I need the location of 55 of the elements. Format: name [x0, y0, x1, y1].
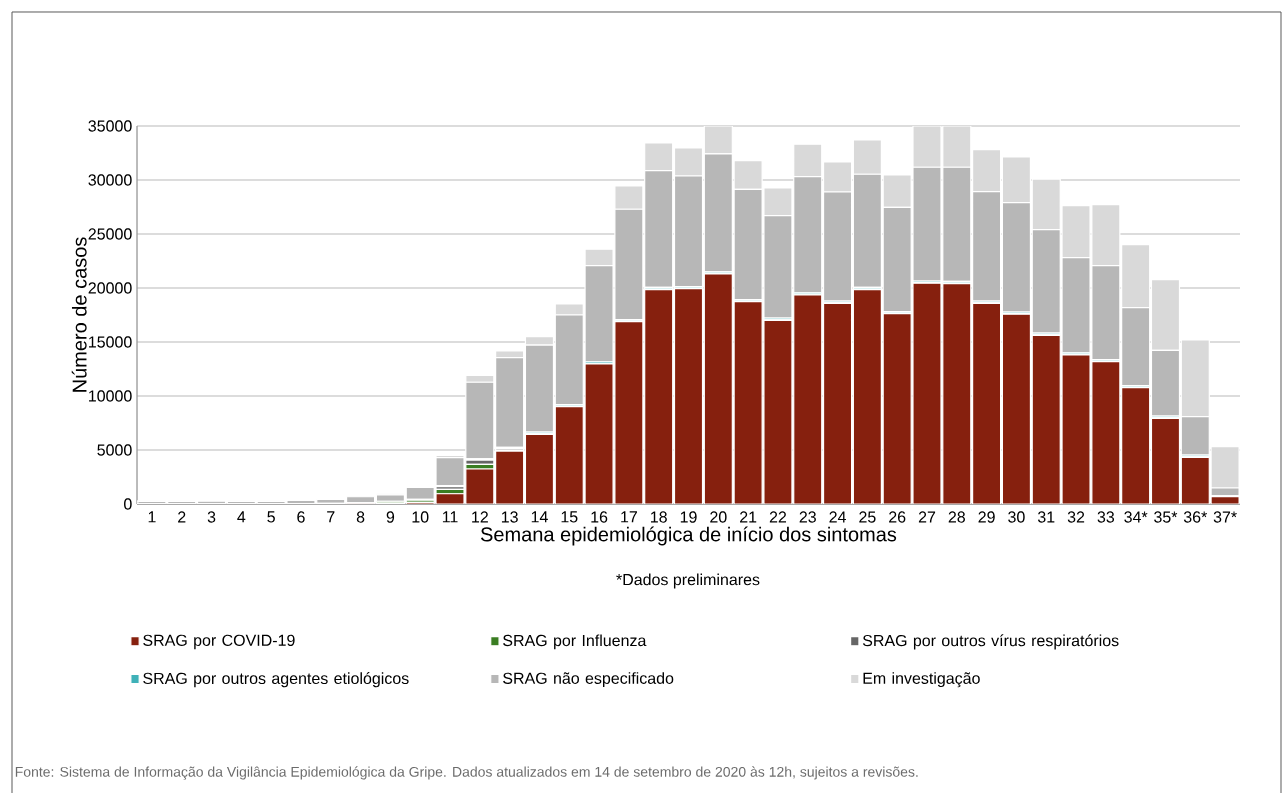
legend-label: SRAG por Influenza — [503, 634, 647, 650]
x-tick-label: 14 — [531, 511, 548, 523]
y-tick-label: 5000 — [97, 444, 132, 456]
x-axis-title: Semana epidemiológica de início dos sintomas — [480, 526, 897, 546]
x-tick-label: 16 — [591, 511, 608, 523]
x-tick-label: 33 — [1097, 511, 1115, 523]
x-tick-label: 22 — [769, 511, 787, 523]
x-tick-label: 6 — [297, 511, 305, 523]
y-tick-label: 10000 — [89, 390, 132, 402]
x-tick-label: 10 — [412, 511, 429, 523]
x-tick-label: 4 — [237, 511, 246, 523]
y-tick-label: 0 — [124, 498, 132, 510]
legend-label: SRAG não especificado — [503, 671, 674, 687]
x-tick-label: 5 — [267, 511, 275, 523]
x-tick-label: 7 — [327, 511, 335, 523]
x-tick-label: 15 — [561, 511, 578, 523]
legend-label: SRAG por COVID-19 — [143, 634, 295, 649]
x-tick-label: 18 — [651, 511, 667, 523]
x-tick-label: 35* — [1154, 511, 1178, 523]
x-tick-label: 31 — [1037, 511, 1055, 523]
x-tick-label: 11 — [442, 511, 458, 523]
x-tick-label: 1 — [148, 511, 156, 523]
y-tick-label: 30000 — [88, 174, 132, 186]
x-tick-label: 21 — [740, 511, 757, 523]
legend-label: Em investigação — [863, 671, 980, 687]
y-axis-title: Número de casos — [71, 237, 87, 392]
y-tick-label: 15000 — [89, 336, 132, 348]
legend-label: SRAG por outros agentes etiológicos — [143, 671, 409, 687]
x-tick-label: 37* — [1213, 511, 1237, 523]
x-tick-label: 28 — [948, 511, 965, 523]
x-tick-label: 12 — [472, 511, 488, 523]
x-tick-label: 19 — [680, 511, 697, 523]
x-tick-label: 30 — [1008, 511, 1025, 523]
x-tick-label: 17 — [621, 511, 637, 523]
x-tick-label: 13 — [501, 511, 518, 523]
x-tick-label: 34* — [1124, 511, 1148, 523]
x-tick-label: 9 — [386, 511, 395, 523]
source-note: Fonte: Sistema de Informação da Vigilância Epidemiológica da Gripe. Dados atualizados em 14 de setembro de 2020 às 12h, sujeitos a revisões. — [15, 766, 918, 780]
x-tick-label: 8 — [356, 511, 365, 523]
y-tick-label: 25000 — [88, 228, 132, 240]
x-tick-label: 26 — [889, 511, 906, 523]
y-tick-label: 35000 — [88, 120, 132, 132]
x-tick-label: 36* — [1183, 511, 1208, 523]
x-tick-label: 29 — [978, 511, 995, 523]
x-tick-label: 23 — [799, 511, 816, 523]
x-tick-label: 27 — [918, 511, 936, 523]
x-tick-label: 20 — [710, 511, 727, 523]
legend-label: SRAG por outros vírus respiratórios — [862, 634, 1119, 650]
y-tick-label: 20000 — [88, 282, 132, 294]
x-tick-label: 25 — [859, 511, 876, 523]
x-tick-label: 2 — [178, 511, 186, 523]
x-tick-label: 24 — [829, 511, 846, 523]
text: *Dados preliminares — [616, 573, 760, 589]
x-tick-label: 32 — [1067, 511, 1085, 523]
x-tick-label: 3 — [207, 511, 216, 523]
